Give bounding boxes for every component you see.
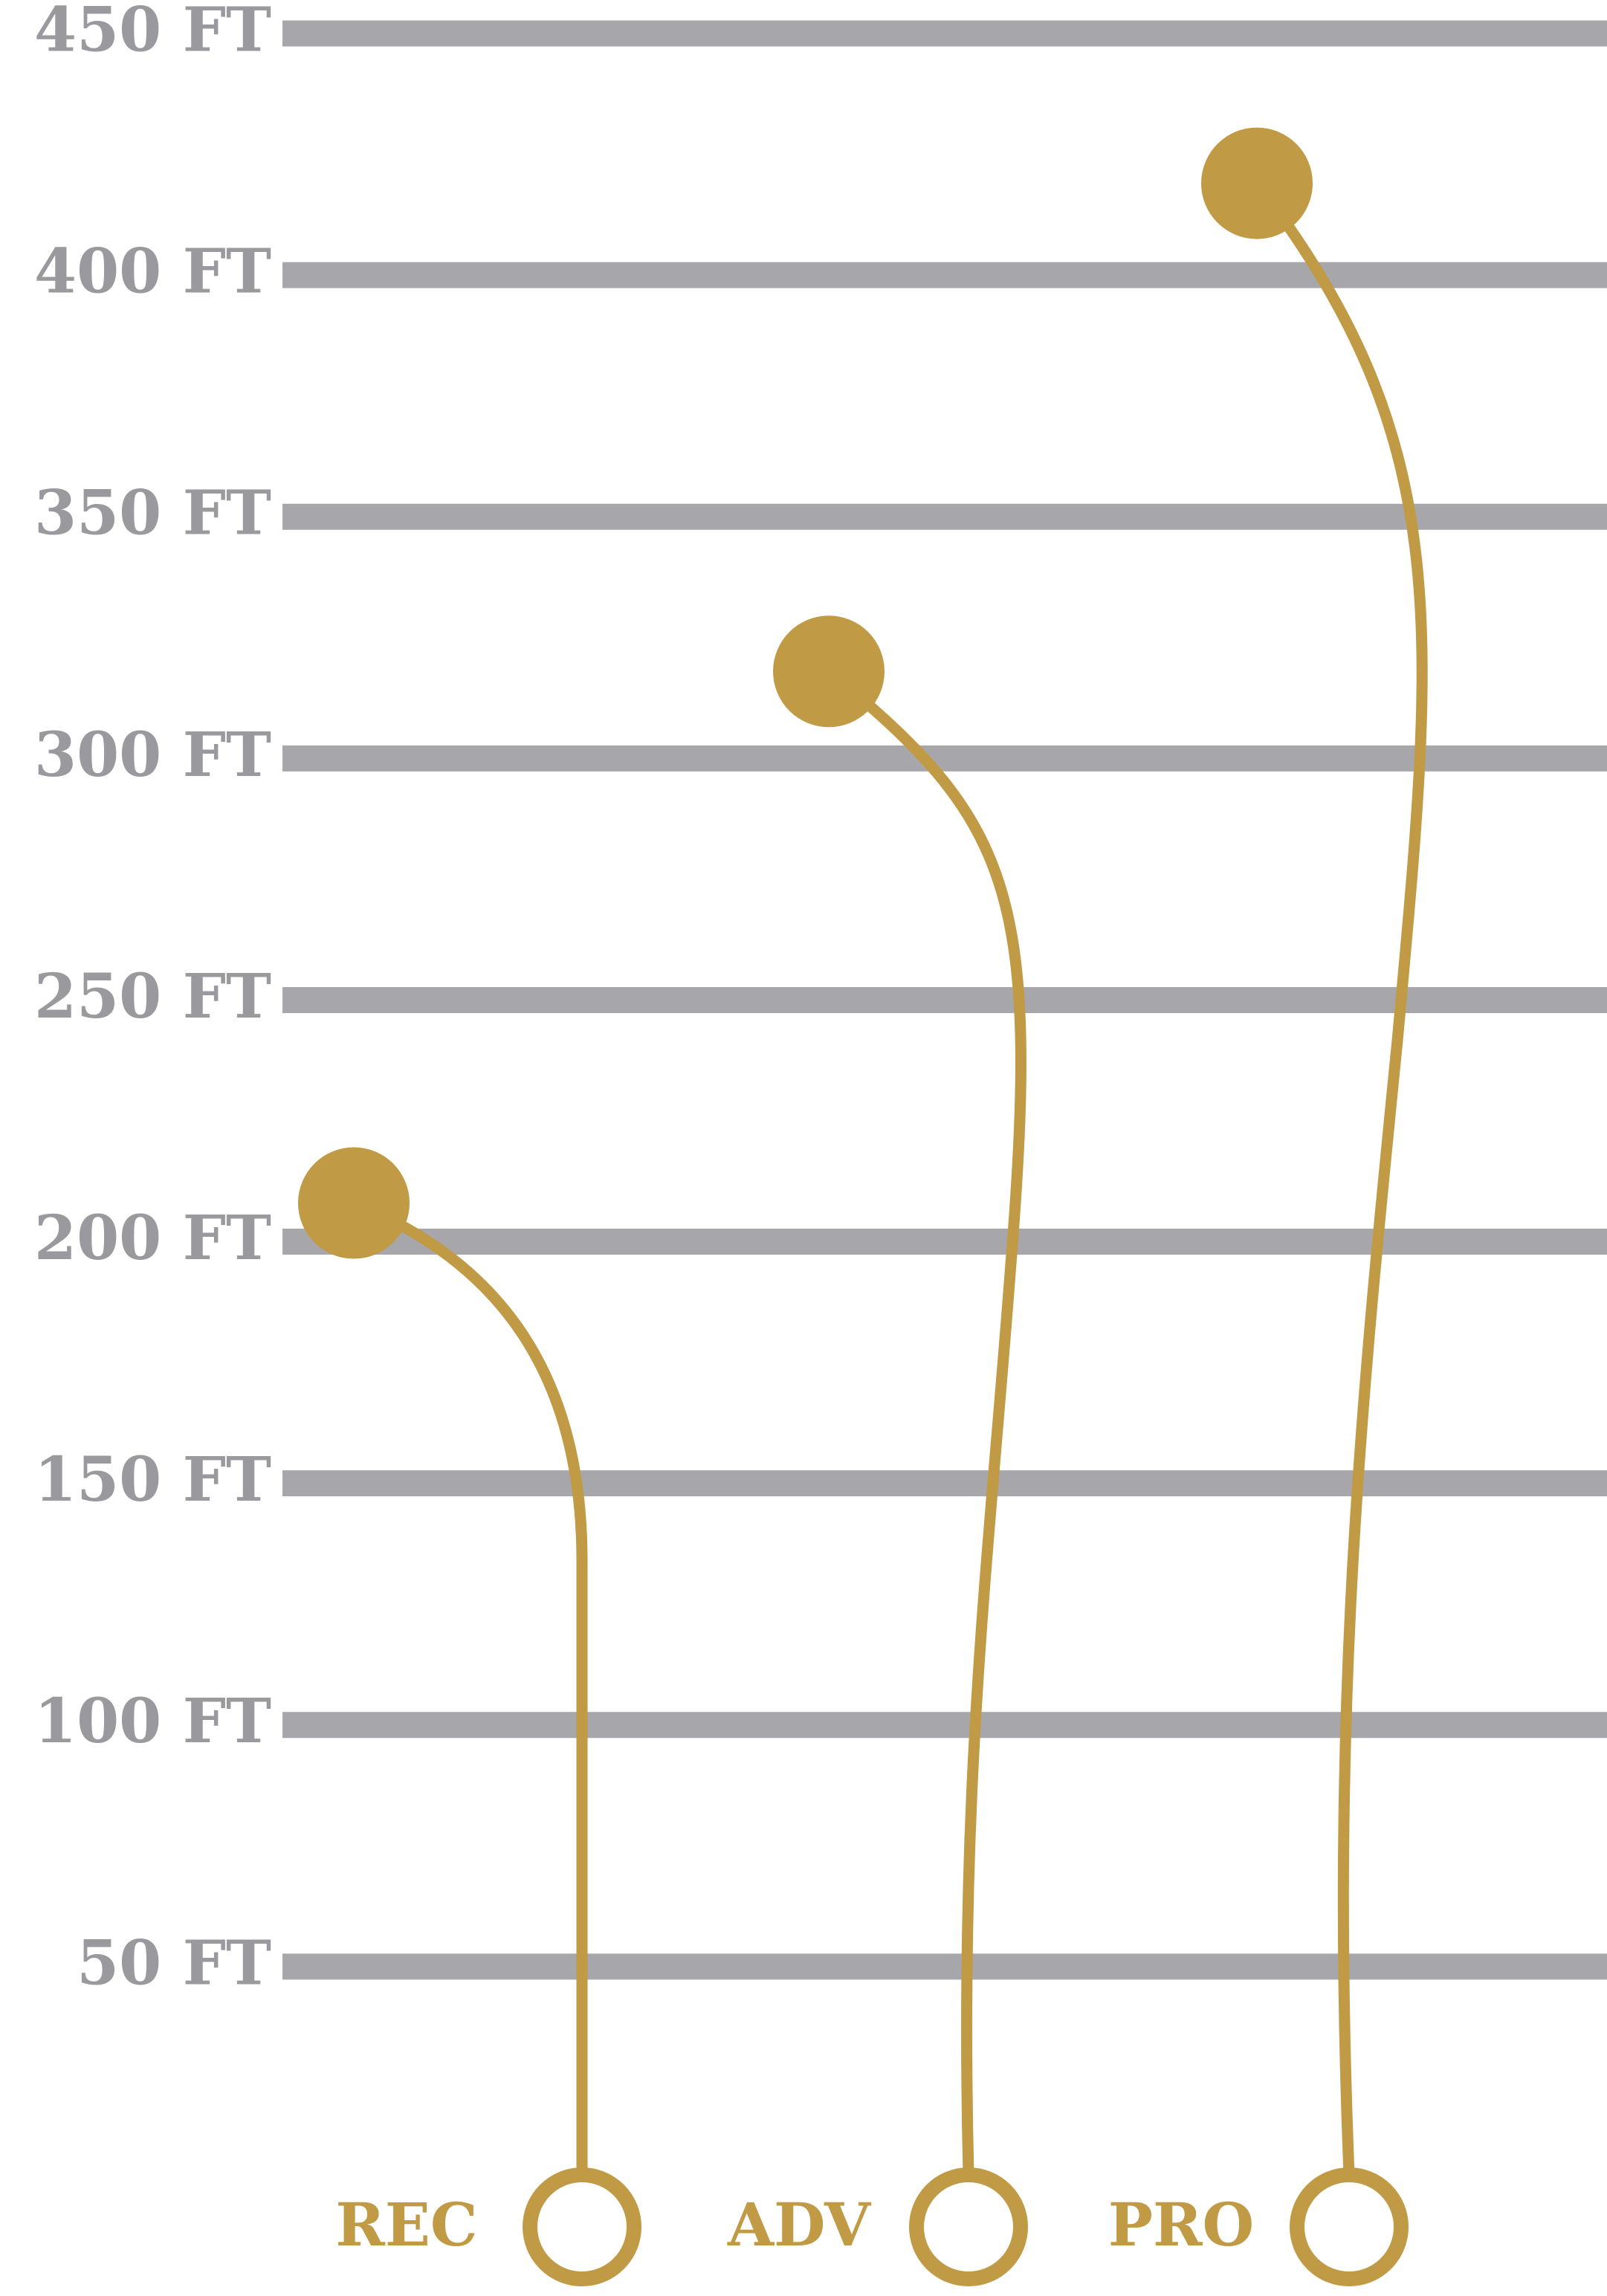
- base-ring: [1290, 2167, 1409, 2286]
- value-dot: [298, 1147, 410, 1259]
- value-dot: [773, 615, 885, 728]
- y-tick-label: 200 FT: [34, 1203, 271, 1274]
- category-label: ADV: [727, 2190, 872, 2260]
- stem: [825, 667, 1026, 2176]
- y-tick-label: 450 FT: [34, 0, 271, 65]
- category-label: PRO: [1108, 2190, 1254, 2260]
- base-ring: [523, 2167, 641, 2286]
- y-tick-label: 50 FT: [77, 1927, 271, 1999]
- y-tick-label: 250 FT: [34, 961, 271, 1032]
- y-tick-label: 150 FT: [34, 1444, 271, 1516]
- y-tick-label: 100 FT: [34, 1686, 271, 1757]
- base-ring: [909, 2167, 1028, 2286]
- y-tick-label: 300 FT: [34, 719, 271, 791]
- value-dot: [1201, 127, 1313, 239]
- y-tick-label: 350 FT: [34, 478, 271, 549]
- category-label: REC: [335, 2190, 477, 2260]
- stem: [352, 1197, 588, 2175]
- y-tick-label: 400 FT: [34, 236, 271, 308]
- stem: [1252, 180, 1428, 2176]
